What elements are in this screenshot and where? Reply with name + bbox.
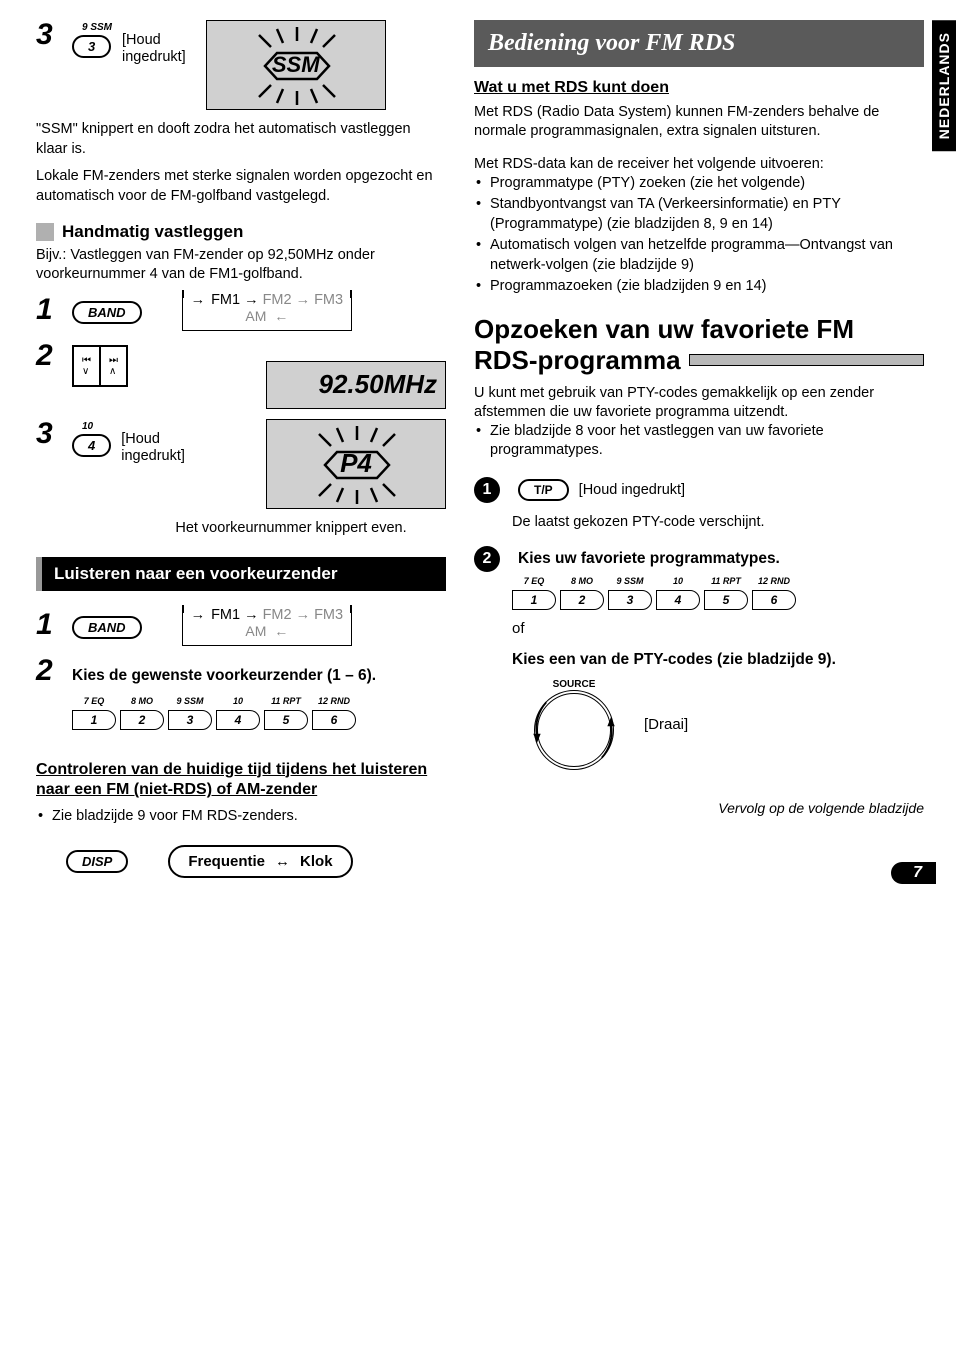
opzoeken-text: U kunt met gebruik van PTY-codes gemakke… [474,384,924,422]
tp-button[interactable]: T/P [518,479,569,501]
preset-button-5[interactable]: 5 [704,590,748,610]
language-tab: NEDERLANDS [932,20,956,151]
listen-header: Luisteren naar een voorkeurzender [36,557,446,591]
freq-klok-toggle: Frequentie ↔ Klok [168,845,352,878]
preset-button-1[interactable]: 1 [72,710,116,730]
manual-step-1: 1 BAND → FM1 → FM2 → FM3 AM ← [36,290,446,331]
continued-label: Vervolg op de volgende bladzijde [474,800,924,816]
wat-text: Met RDS (Radio Data System) kunnen FM-ze… [474,103,924,141]
fm1-label: FM1 [211,292,240,308]
preset-top-label: 9 SSM [176,696,203,708]
preset-top-label: 9 SSM [616,576,643,588]
preset-button-5[interactable]: 5 [264,710,308,730]
rds-intro: Met RDS-data kan de receiver het volgend… [474,155,924,174]
fm2-label: FM2 [263,292,292,308]
check-time-bullet: Zie bladzijde 9 voor FM RDS-zenders. [36,807,446,827]
manual-heading: Handmatig vastleggen [36,222,446,242]
rds-bullet-item: Automatisch volgen van hetzelfde program… [474,236,924,275]
step-number: 3 [36,20,62,50]
band-button[interactable]: BAND [72,301,142,324]
rds-bullet-item: Programmazoeken (zie bladzijden 9 en 14) [474,277,924,297]
band-button[interactable]: BAND [72,616,142,639]
rds-step-2: 2 Kies uw favoriete programmatypes. [474,546,924,572]
ssm-note: "SSM" knippert en dooft zodra het automa… [36,120,446,159]
opzoeken-heading-2: RDS-programma [474,346,924,375]
preset-button-6[interactable]: 6 [312,710,356,730]
manual-step-3: 3 10 4 [Houd ingedrukt] [36,419,446,509]
frequency-display: 92.50MHz [266,361,446,409]
rds-header: Bediening voor FM RDS [474,20,924,67]
button-top-label: 9 SSM [72,22,112,33]
listen-step-2: 2 Kies de gewenste voorkeurzender (1 – 6… [36,656,446,686]
preset-top-label: 7 EQ [84,696,105,708]
ssm-display: SSM [206,20,386,110]
hold-instruction: [Houd ingedrukt] [122,32,186,67]
of-label: of [512,620,924,637]
preset-button-4[interactable]: 4 [656,590,700,610]
rds-bullet-item: Programmatype (PTY) zoeken (zie het volg… [474,174,924,194]
manual-example: Bijv.: Vastleggen van FM-zender op 92,50… [36,246,446,284]
rds-bullet-list: Programmatype (PTY) zoeken (zie het volg… [474,174,924,297]
kies-pty: Kies een van de PTY-codes (zie bladzijde… [512,651,924,669]
preset-button-2[interactable]: 2 [120,710,164,730]
preset-top-label: 11 RPT [711,576,741,588]
source-label: SOURCE [534,679,614,690]
ssm-text: SSM [272,52,320,78]
preset-top-label: 11 RPT [271,696,301,708]
manual-step-2: 2 ⏮∨⏭∧ 92.50MHz [36,341,446,409]
preset-top-label: 10 [673,576,683,588]
p4-display: P4 [266,419,446,509]
preset-button-row: 7 EQ 1 8 MO 2 9 SSM 3 10 4 11 RPT 5 12 RND 6 [72,696,446,730]
draai-label: [Draai] [644,716,688,733]
preset-button-3[interactable]: 3 [72,35,111,58]
opzoeken-bullet: Zie bladzijde 8 voor het vastleggen van … [474,422,924,461]
opzoeken-heading-1: Opzoeken van uw favoriete FM [474,315,924,344]
page-number: 7 [891,862,936,884]
local-note: Lokale FM-zenders met sterke signalen wo… [36,167,446,206]
preset-top-label: 8 MO [571,576,593,588]
listen-step-1: 1 BAND → FM1 → FM2 → FM3 AM ← [36,605,446,646]
preset-button-2[interactable]: 2 [560,590,604,610]
am-label: AM [245,308,266,324]
dial-row: SOURCE [Draai] [534,679,924,770]
preset-button-1[interactable]: 1 [512,590,556,610]
tune-rocker[interactable]: ⏮∨⏭∧ [72,345,128,387]
p4-caption: Het voorkeurnummer knippert even. [136,519,446,539]
preset-top-label: 8 MO [131,696,153,708]
preset-top-label: 7 EQ [524,576,545,588]
p4-text: P4 [340,448,372,479]
preset-top-label: 12 RND [318,696,350,708]
check-time-heading: Controleren van de huidige tijd tijdens … [36,760,446,802]
fm3-label: FM3 [314,292,343,308]
preset-button-row: 7 EQ 1 8 MO 2 9 SSM 3 10 4 11 RPT 5 12 RND 6 [512,576,924,610]
preset-button-3[interactable]: 3 [608,590,652,610]
rds-bullet-item: Standbyontvangst van TA (Verkeersinforma… [474,195,924,234]
wat-heading: Wat u met RDS kunt doen [474,79,924,97]
preset-button-4[interactable]: 4 [72,434,111,457]
preset-top-label: 12 RND [758,576,790,588]
source-dial[interactable] [534,690,614,770]
preset-top-label: 10 [233,696,243,708]
preset-button-3[interactable]: 3 [168,710,212,730]
preset-button-6[interactable]: 6 [752,590,796,610]
step-3-ssm: 3 9 SSM 3 [Houd ingedrukt] SSM [36,20,446,110]
rds-step-1: 1 T/P [Houd ingedrukt] [474,477,924,503]
rds-step-1-result: De laatst gekozen PTY-code verschijnt. [512,513,924,532]
preset-button-4[interactable]: 4 [216,710,260,730]
disp-button[interactable]: DISP [66,850,128,873]
